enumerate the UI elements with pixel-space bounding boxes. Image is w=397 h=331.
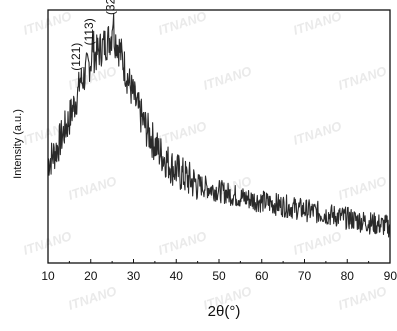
x-tick-label-4: 50: [212, 269, 226, 283]
watermark-text-0: ITNANO: [21, 8, 73, 38]
x-tick-label-2: 30: [127, 269, 141, 283]
x-tick-label-1: 20: [84, 269, 98, 283]
x-tick-label-0: 10: [41, 269, 55, 283]
x-tick-label-3: 40: [170, 269, 184, 283]
x-ticks: 10 20 30 40 50 60 70 80 90: [41, 259, 397, 283]
watermark-text-5: ITNANO: [336, 63, 388, 93]
watermark-text-12: ITNANO: [21, 228, 73, 258]
x-tick-label-8: 90: [384, 269, 397, 283]
y-axis-label: Intensity (a.u.): [12, 109, 24, 179]
watermark-text-13: ITNANO: [156, 228, 208, 258]
x-tick-label-6: 70: [298, 269, 312, 283]
x-tick-label-7: 80: [341, 269, 355, 283]
peak-annotations: (121)(113) (322): [69, 0, 117, 71]
peak-label-1: (113): [82, 18, 96, 45]
watermark-text-15: ITNANO: [66, 283, 118, 313]
watermark-text-11: ITNANO: [336, 173, 388, 203]
x-tick-label-5: 60: [255, 269, 269, 283]
watermark-text-9: ITNANO: [66, 173, 118, 203]
watermark-text-17: ITNANO: [336, 283, 388, 313]
watermark-text-14: ITNANO: [291, 228, 343, 258]
series-line: [47, 13, 391, 238]
peak-label-2: (322): [103, 0, 117, 15]
x-axis-label: 2θ(°): [208, 303, 241, 320]
peak-label-0: (121): [69, 43, 83, 71]
watermark-text-2: ITNANO: [291, 8, 343, 38]
watermark-text-1: ITNANO: [156, 8, 208, 38]
watermark-text-8: ITNANO: [291, 118, 343, 148]
series-layer: [47, 13, 391, 238]
watermark-text-4: ITNANO: [201, 63, 253, 93]
watermark-text-7: ITNANO: [156, 118, 208, 148]
